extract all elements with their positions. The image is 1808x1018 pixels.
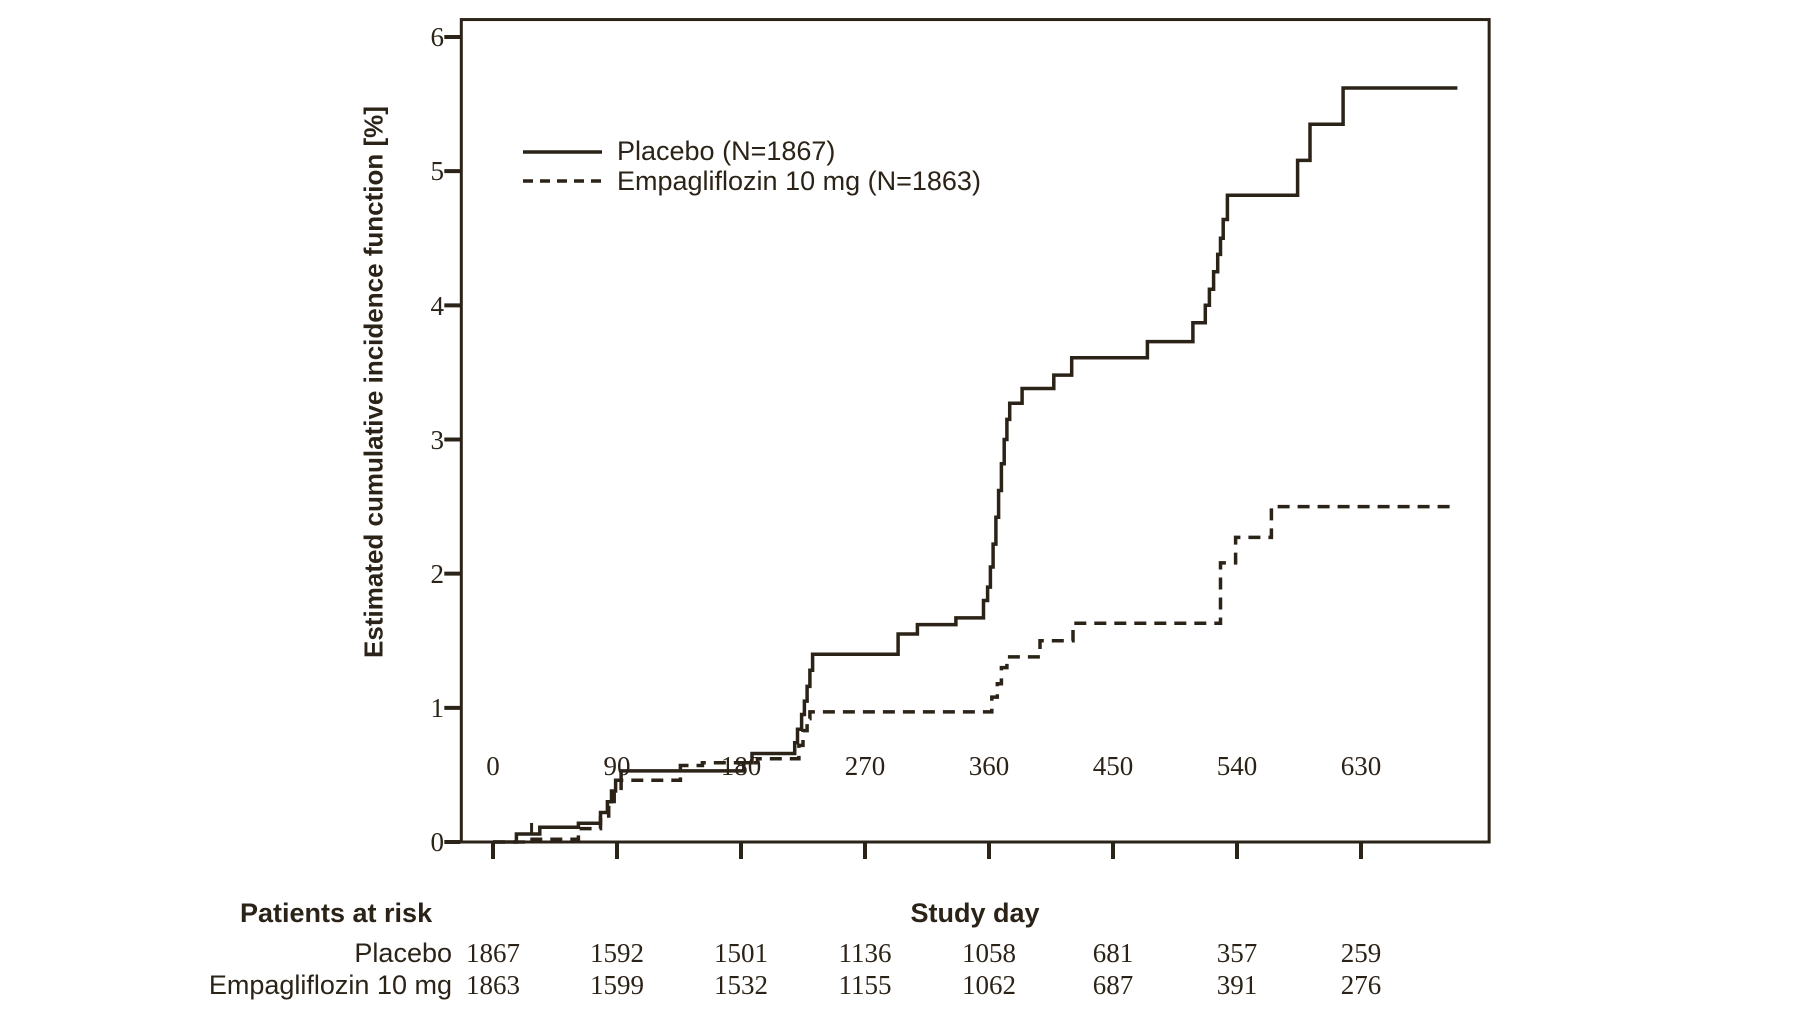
risk-count-placebo-d360: 1058 [962, 938, 1016, 968]
risk-count-placebo-d630: 259 [1340, 938, 1382, 968]
x-tick-label-180: 180 [720, 751, 762, 781]
y-tick-label-2: 2 [430, 559, 445, 589]
x-tick-label-90: 90 [603, 751, 631, 781]
y-tick-label-3: 3 [430, 425, 445, 455]
x-tick-label-270: 270 [844, 751, 886, 781]
risk-count-placebo-d0: 1867 [466, 938, 520, 968]
y-tick-label-1: 1 [430, 693, 445, 723]
risk-row-label-placebo: Placebo [354, 938, 452, 968]
risk-count-placebo-d270: 1136 [838, 938, 892, 968]
y-tick-label-6: 6 [430, 22, 445, 52]
x-tick-label-360: 360 [968, 751, 1010, 781]
y-tick-label-4: 4 [430, 291, 445, 321]
plot-frame [459, 18, 1491, 844]
risk-count-placebo-d450: 681 [1092, 938, 1134, 968]
risk-count-empagliflozin-d0: 1863 [466, 970, 520, 1000]
x-tick-label-450: 450 [1092, 751, 1134, 781]
legend-label-empagliflozin: Empagliflozin 10 mg (N=1863) [617, 166, 981, 196]
y-tick-label-5: 5 [430, 156, 445, 186]
x-axis-title-study-day: Study day [910, 898, 1040, 928]
risk-count-empagliflozin-d360: 1062 [962, 970, 1016, 1000]
risk-count-empagliflozin-d270: 1155 [838, 970, 892, 1000]
risk-count-placebo-d540: 357 [1216, 938, 1258, 968]
series-placebo-line [493, 86, 1458, 844]
risk-row-label-empagliflozin: Empagliflozin 10 mg [208, 970, 452, 1000]
series-empagliflozin-line [493, 504, 1458, 844]
risk-count-empagliflozin-d90: 1599 [590, 970, 644, 1000]
x-tick-label-540: 540 [1216, 751, 1258, 781]
risk-count-placebo-d180: 1501 [714, 938, 768, 968]
x-tick-label-0: 0 [486, 751, 500, 781]
y-axis-ticks [444, 35, 461, 844]
risk-count-placebo-d90: 1592 [590, 938, 644, 968]
patients-at-risk-header: Patients at risk [240, 898, 433, 928]
risk-count-empagliflozin-d630: 276 [1340, 970, 1382, 1000]
x-tick-label-630: 630 [1340, 751, 1382, 781]
risk-count-empagliflozin-d180: 1532 [714, 970, 768, 1000]
risk-count-empagliflozin-d450: 687 [1092, 970, 1134, 1000]
x-axis-ticks [491, 843, 1363, 859]
y-tick-label-0: 0 [430, 827, 445, 857]
risk-count-empagliflozin-d540: 391 [1216, 970, 1258, 1000]
legend-swatch-lines [523, 150, 602, 183]
legend-label-placebo: Placebo (N=1867) [617, 136, 836, 166]
